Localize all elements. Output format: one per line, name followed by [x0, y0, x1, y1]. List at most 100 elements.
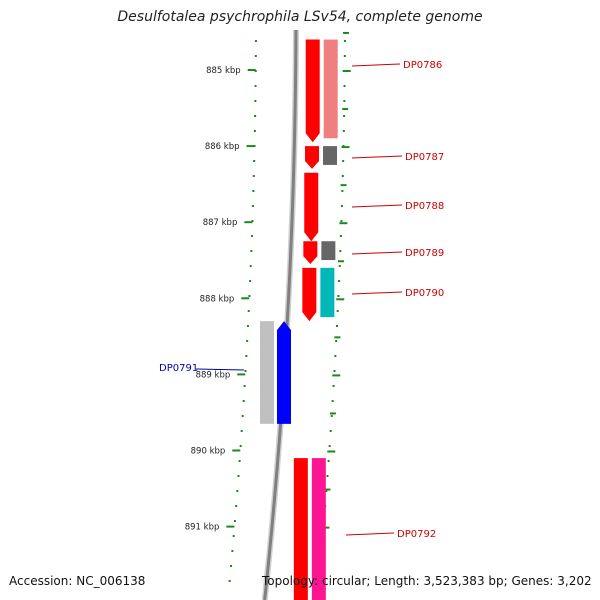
ruler-dot-left — [254, 115, 257, 117]
gene-label-line-DP0787 — [351, 155, 403, 159]
ruler-dot-left — [228, 580, 231, 582]
scale-label: 886 kbp — [205, 142, 240, 152]
backbone-line — [263, 29, 298, 600]
backbone-shadow — [261, 29, 299, 600]
ruler-dot-left — [244, 370, 247, 372]
ruler-dot-right — [341, 190, 344, 192]
ruler-dot-left — [240, 430, 243, 432]
gene-feature-bar-DP0792 — [311, 458, 326, 600]
ruler-dot-right — [335, 340, 338, 342]
ruler-dot-right — [327, 460, 330, 462]
gene-label-DP0792: DP0792 — [397, 529, 436, 540]
ruler-dot-left — [247, 310, 250, 312]
ruler-dot-right — [342, 160, 345, 162]
ruler-dot-right — [328, 445, 331, 447]
gene-label-DP0791: DP0791 — [159, 363, 198, 374]
scale-tick — [246, 145, 255, 148]
ruler-dot-left — [254, 85, 257, 87]
ruler-dot-left — [249, 265, 252, 267]
ruler-dot-left — [241, 415, 244, 417]
ruler-dot-left — [230, 565, 233, 567]
ruler-tick-right — [340, 184, 347, 187]
ruler-tick-right — [327, 450, 336, 453]
ruler-dot-left — [246, 340, 249, 342]
ruler-tick-right — [329, 412, 336, 415]
ruler-dot-right — [342, 130, 345, 132]
gene-label-line-DP0788 — [351, 204, 403, 208]
ruler-dot-right — [332, 385, 335, 387]
ruler-dot-right — [336, 310, 339, 312]
gene-feature-bar-DP0791 — [260, 321, 274, 424]
ruler-dot-left — [237, 475, 240, 477]
ruler-tick-right — [342, 108, 349, 111]
ruler-dot-left — [231, 550, 234, 552]
scale-label: 890 kbp — [191, 447, 226, 457]
scale-label: 888 kbp — [200, 294, 235, 304]
gene-arrow-DP0786 — [305, 39, 320, 143]
ruler-tick-right — [342, 31, 349, 34]
ruler-dot-right — [343, 100, 346, 102]
ruler-dot-left — [251, 220, 254, 222]
ruler-tick-right — [336, 298, 345, 301]
ruler-dot-right — [340, 205, 343, 207]
scale-label: 889 kbp — [196, 370, 231, 380]
ruler-dot-right — [339, 250, 342, 252]
scale-tick — [241, 297, 250, 300]
ruler-tick-right — [339, 222, 348, 225]
ruler-dot-right — [334, 355, 337, 357]
ruler-dot-right — [342, 145, 345, 147]
ruler-dot-left — [254, 100, 257, 102]
gene-label-DP0790: DP0790 — [405, 288, 444, 299]
gene-label-line-DP0790 — [351, 291, 403, 295]
ruler-dot-left — [252, 190, 255, 192]
gene-arrow-DP0788 — [304, 172, 319, 242]
ruler-dot-right — [325, 490, 328, 492]
ruler-dot-left — [238, 460, 241, 462]
ruler-dot-right — [329, 430, 332, 432]
gene-feature-bar-DP0786 — [323, 39, 338, 139]
scale-tick — [244, 221, 253, 224]
gene-feature-bar-DP0790 — [320, 267, 335, 318]
ruler-dot-left — [245, 355, 248, 357]
ruler-dot-right — [330, 415, 333, 417]
ruler-dot-right — [343, 85, 346, 87]
gene-feature-bar-DP0789 — [321, 241, 336, 261]
gene-label-line-DP0789 — [351, 251, 403, 255]
topology-label: Topology: circular; Length: 3,523,383 bp… — [262, 574, 592, 588]
ruler-dot-right — [343, 115, 346, 117]
gene-label-line-DP0791 — [195, 368, 245, 371]
ruler-dot-right — [343, 55, 346, 57]
ruler-tick-right — [324, 488, 331, 491]
ruler-dot-left — [233, 520, 236, 522]
ruler-tick-right — [342, 70, 351, 72]
scale-label: 891 kbp — [185, 523, 220, 533]
gene-label-DP0788: DP0788 — [405, 201, 444, 212]
ruler-tick-right — [337, 260, 344, 263]
scale-tick — [226, 525, 235, 528]
ruler-dot-left — [235, 505, 238, 507]
gene-arrow-DP0790 — [302, 267, 317, 322]
ruler-dot-left — [248, 295, 251, 297]
scale-label: 885 kbp — [206, 66, 241, 76]
gene-arrow-DP0792 — [293, 458, 308, 600]
gene-label-DP0787: DP0787 — [405, 152, 444, 163]
ruler-dot-left — [249, 280, 252, 282]
gene-arrow-DP0791 — [277, 321, 291, 424]
ruler-dot-right — [335, 325, 338, 327]
ruler-dot-right — [340, 220, 343, 222]
genome-title: Desulfotalea psychrophila LSv54, complet… — [117, 9, 483, 25]
ruler-dot-right — [339, 235, 342, 237]
ruler-dot-left — [253, 160, 256, 162]
scale-tick — [232, 449, 241, 452]
ruler-tick-right — [341, 146, 350, 149]
ruler-dot-left — [254, 55, 257, 57]
gene-arrow-DP0787 — [305, 146, 320, 169]
ruler-dot-right — [341, 175, 344, 177]
ruler-dot-left — [246, 325, 249, 327]
ruler-dot-left — [253, 145, 256, 147]
ruler-dot-right — [343, 40, 346, 42]
ruler-dot-left — [253, 130, 256, 132]
gene-label-line-DP0786 — [351, 63, 401, 67]
ruler-dot-right — [331, 400, 334, 402]
